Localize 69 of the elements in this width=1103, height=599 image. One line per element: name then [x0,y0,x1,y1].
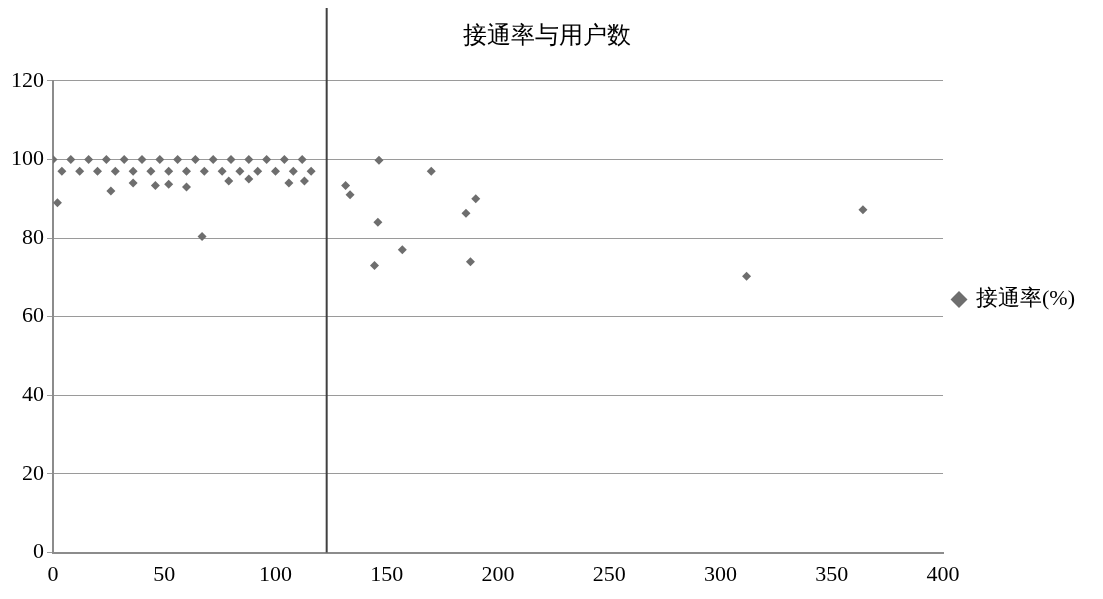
chart-title: 接通率与用户数 [462,21,631,48]
point [53,198,62,208]
x-tick-label: 350 [815,560,849,586]
point [397,245,407,255]
point [235,166,245,176]
point [279,154,289,164]
point [299,176,309,186]
x-tick-label: 400 [926,560,960,586]
y-tick-label: 120 [11,66,44,92]
point [426,166,436,176]
x-tick-label: 250 [592,560,626,586]
point [465,257,475,267]
point [288,166,298,176]
point [461,208,471,218]
point [164,166,174,176]
point [155,154,165,164]
point [306,166,316,176]
x-tick-label: 300 [704,560,738,586]
y-tick-label: 100 [11,145,44,171]
legend-label: 接通率(%) [976,285,1076,311]
point [199,166,209,176]
point [374,155,384,165]
point [119,154,129,164]
y-tick-label: 0 [33,538,44,564]
point [93,166,102,176]
point [373,217,383,227]
point [128,166,138,176]
point [190,154,200,164]
point [66,154,76,164]
point [84,154,94,164]
y-tick-label: 20 [22,459,44,485]
point [57,166,67,176]
point [224,176,234,186]
y-tick-label: 40 [22,381,44,407]
x-tick-label: 100 [259,560,293,586]
point [253,166,263,176]
point [742,271,752,281]
point [128,178,138,188]
point [297,154,307,164]
x-tick-label: 200 [481,560,515,586]
point [244,154,254,164]
point [370,261,380,271]
point [110,166,120,176]
point [345,190,355,200]
y-tick-label: 60 [22,302,44,328]
point [197,231,207,241]
point [858,205,868,215]
point [173,154,183,164]
point [341,180,351,190]
point [208,154,218,164]
point [101,154,111,164]
point [146,166,156,176]
point [262,154,272,164]
point [284,178,294,188]
y-tick-label: 80 [22,223,44,249]
point [226,154,236,164]
point [75,166,85,176]
point [164,179,174,189]
point [182,166,191,176]
point [137,154,147,164]
point [271,166,281,176]
x-tick-label: 50 [153,560,176,586]
x-tick-label: 150 [370,560,404,586]
point [471,194,481,204]
point [182,182,191,192]
point [217,166,227,176]
point [106,186,116,196]
point [150,180,160,190]
point [244,174,254,184]
